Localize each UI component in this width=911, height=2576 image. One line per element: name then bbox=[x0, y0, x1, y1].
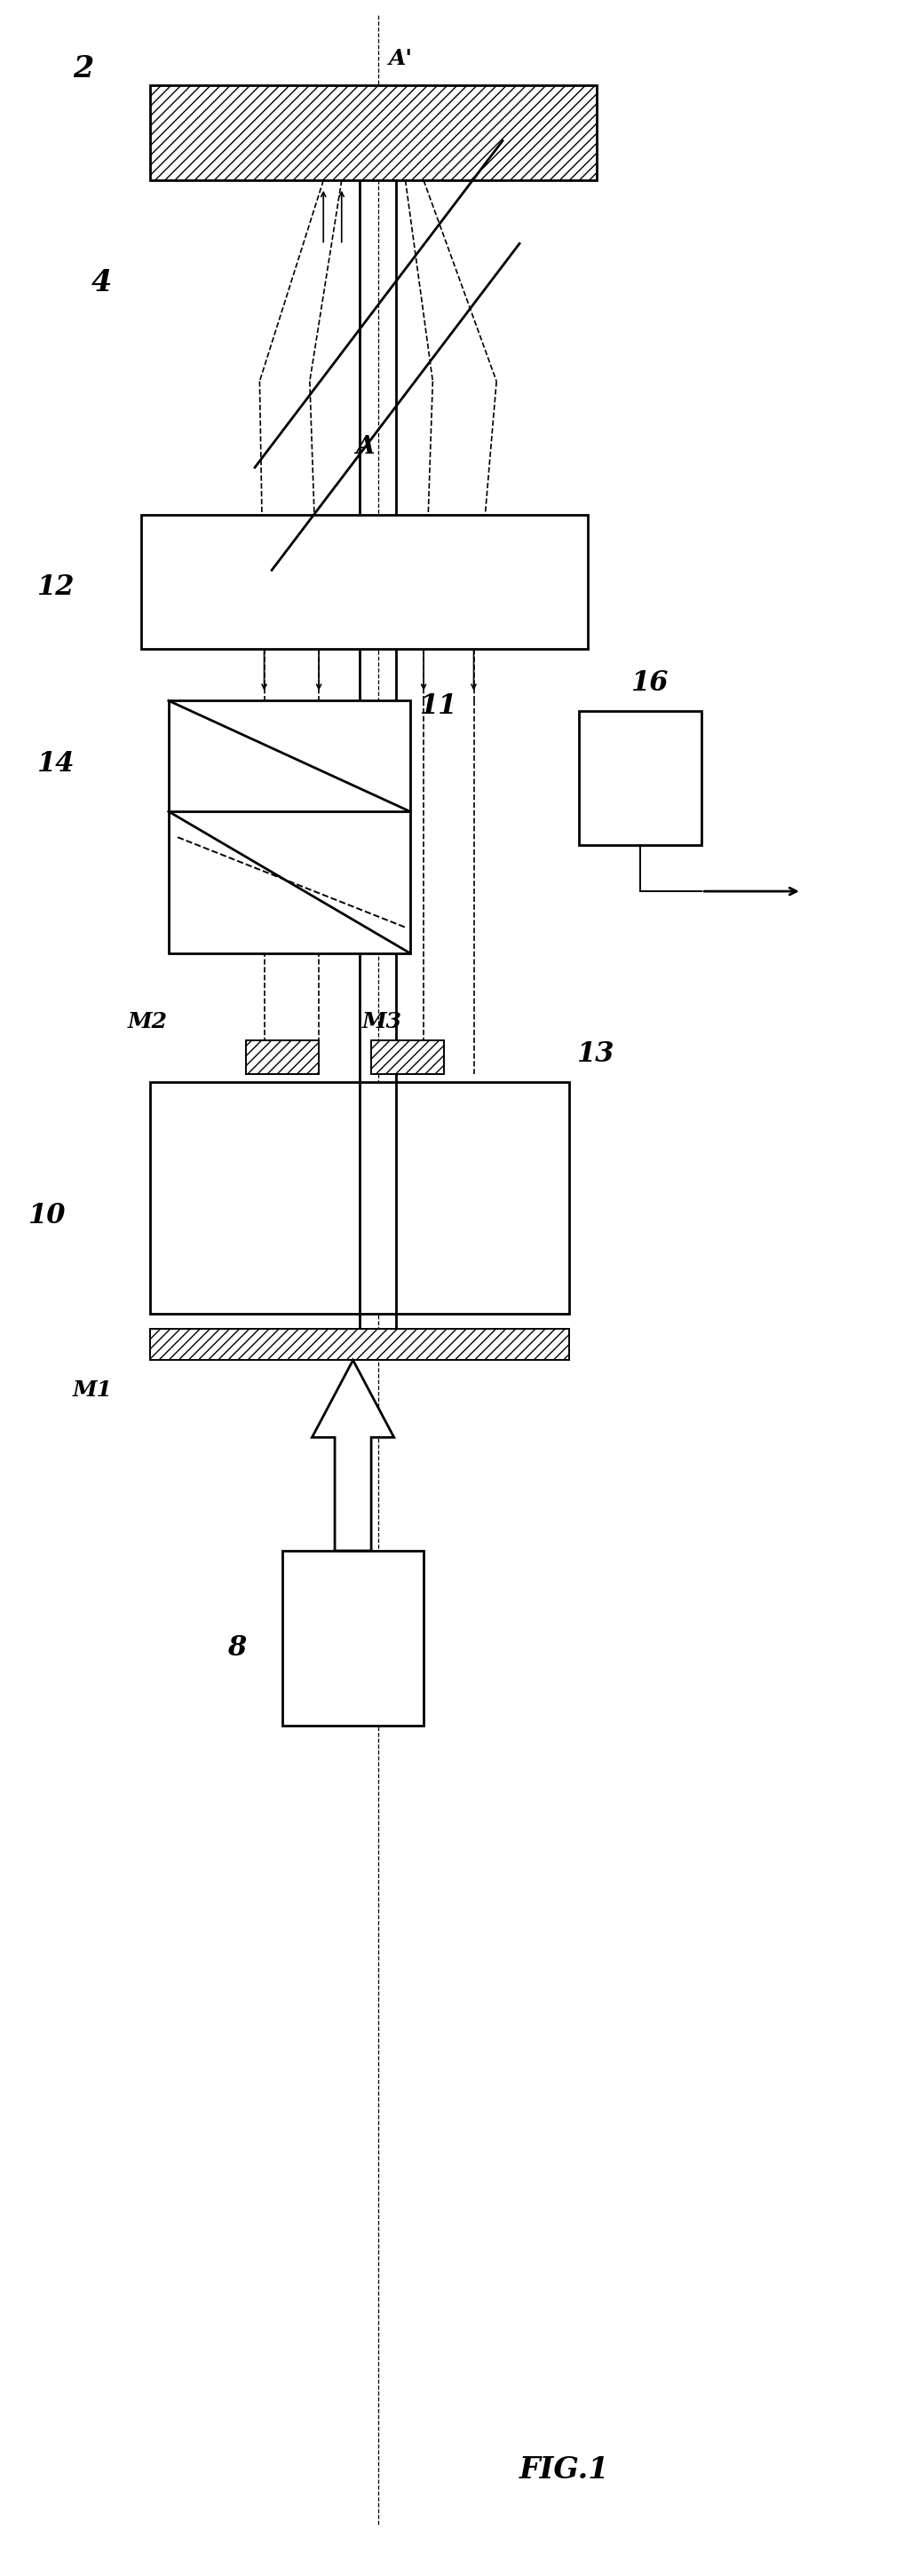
Bar bbox=[371, 1041, 444, 1074]
Text: FIG.1: FIG.1 bbox=[519, 2455, 609, 2483]
Bar bbox=[150, 1329, 569, 1360]
Text: 11: 11 bbox=[419, 693, 456, 719]
Text: M1: M1 bbox=[73, 1378, 113, 1401]
Text: A: A bbox=[355, 435, 374, 459]
Bar bbox=[246, 1041, 319, 1074]
Text: 12: 12 bbox=[36, 574, 74, 600]
Bar bbox=[282, 1551, 424, 1726]
Text: 10: 10 bbox=[27, 1203, 65, 1229]
Bar bbox=[150, 1082, 569, 1314]
Bar bbox=[150, 1329, 569, 1360]
Bar bbox=[578, 711, 701, 845]
Text: M2: M2 bbox=[128, 1010, 168, 1033]
Text: A': A' bbox=[389, 46, 413, 70]
Bar bbox=[150, 85, 597, 180]
Bar bbox=[371, 1041, 444, 1074]
Bar bbox=[150, 85, 597, 180]
Polygon shape bbox=[312, 1360, 394, 1551]
Text: 13: 13 bbox=[577, 1041, 614, 1066]
Bar bbox=[169, 701, 410, 953]
Text: 4: 4 bbox=[91, 268, 112, 296]
Text: 14: 14 bbox=[36, 750, 74, 778]
Bar bbox=[246, 1041, 319, 1074]
Bar bbox=[141, 515, 588, 649]
Text: 16: 16 bbox=[630, 670, 669, 696]
Text: M3: M3 bbox=[362, 1010, 402, 1033]
Text: 2: 2 bbox=[73, 54, 94, 82]
Text: 8: 8 bbox=[228, 1636, 247, 1662]
